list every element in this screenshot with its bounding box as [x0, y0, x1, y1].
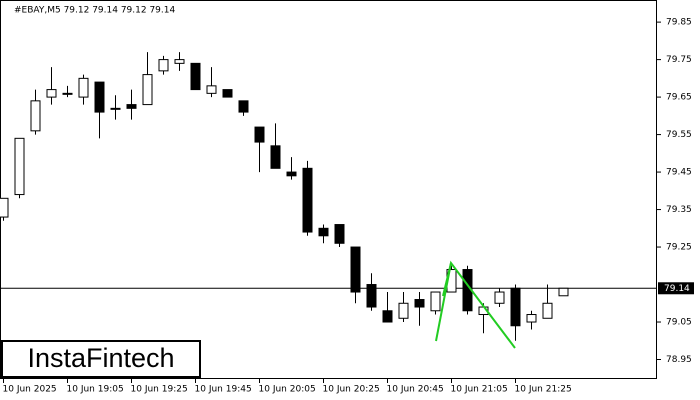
candle-body — [46, 89, 57, 98]
x-tick-label: 10 Jun 19:25 — [131, 385, 188, 395]
y-tick-label: 79.45 — [666, 168, 692, 178]
candle-body — [206, 85, 217, 94]
candle-body — [558, 287, 569, 297]
y-tick-label: 79.75 — [666, 55, 692, 65]
x-tick-label: 10 Jun 20:25 — [323, 385, 380, 395]
candle-body — [382, 310, 393, 323]
y-tick-label: 79.85 — [666, 18, 692, 28]
plot-frame — [0, 0, 657, 379]
candle-body — [126, 104, 137, 109]
logo-box — [1, 340, 201, 378]
candle-body — [142, 74, 153, 106]
candle-body — [494, 291, 505, 304]
candle-body — [30, 100, 41, 132]
candle-body — [254, 126, 265, 143]
candle-body — [174, 59, 185, 64]
candle-body — [526, 314, 537, 323]
y-tick-label: 79.55 — [666, 130, 692, 140]
candle-body — [334, 224, 345, 244]
x-tick-label: 10 Jun 20:05 — [259, 385, 316, 395]
y-tick-label: 78.95 — [666, 355, 692, 365]
candle-body — [238, 100, 249, 113]
candle-body — [0, 197, 9, 218]
candle-body — [510, 287, 521, 327]
x-tick-label: 10 Jun 21:25 — [515, 385, 572, 395]
x-tick-label: 10 Jun 2025 — [3, 385, 57, 395]
chart-header: #EBAY,M5 79.12 79.14 79.12 79.14 — [14, 6, 175, 16]
candle-body — [94, 81, 105, 113]
current-price-box — [658, 282, 694, 295]
candle-body — [222, 89, 233, 98]
candle-body — [14, 137, 25, 196]
y-tick-label: 79.35 — [666, 205, 692, 215]
pattern-line — [442, 262, 452, 297]
candle-body — [110, 107, 121, 110]
candle-body — [158, 59, 169, 72]
candle-body — [350, 246, 361, 293]
y-tick-label: 79.65 — [666, 93, 692, 103]
y-tick-label: 79.25 — [666, 243, 692, 253]
x-tick-label: 10 Jun 19:05 — [67, 385, 124, 395]
x-tick-label: 10 Jun 21:05 — [451, 385, 508, 395]
candle-body — [430, 291, 441, 312]
candle-body — [366, 284, 377, 308]
candle-body — [286, 171, 297, 177]
candle-body — [302, 167, 313, 233]
x-tick-label: 10 Jun 19:45 — [195, 385, 252, 395]
candle-body — [414, 299, 425, 308]
candle-body — [62, 92, 73, 95]
candle-body — [318, 227, 329, 237]
current-price-label: 79.14 — [664, 284, 690, 294]
candle-body — [190, 62, 201, 91]
candle-body — [270, 145, 281, 169]
candle-body — [398, 302, 409, 319]
x-tick-label: 10 Jun 20:45 — [387, 385, 444, 395]
y-tick-label: 79.05 — [666, 318, 692, 328]
candle-body — [542, 302, 553, 319]
candle-body — [78, 77, 89, 98]
logo: InstaFintech — [27, 343, 174, 373]
